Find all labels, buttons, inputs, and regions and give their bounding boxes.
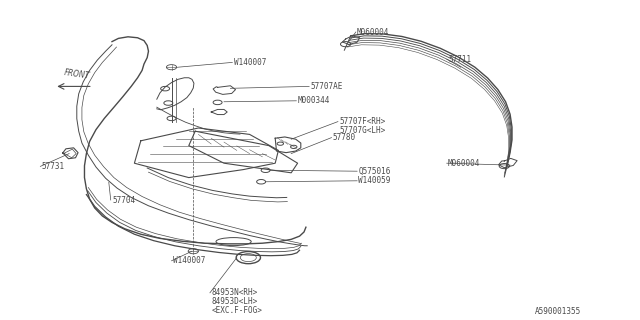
Text: FRONT: FRONT: [63, 68, 90, 81]
Text: 57731: 57731: [42, 162, 65, 171]
Text: A590001355: A590001355: [534, 308, 580, 316]
Text: W140007: W140007: [234, 58, 266, 67]
Text: 57707G<LH>: 57707G<LH>: [339, 126, 385, 135]
Text: W140059: W140059: [358, 176, 391, 185]
Text: M060004: M060004: [448, 159, 481, 168]
Text: 84953N<RH>: 84953N<RH>: [211, 288, 257, 297]
Text: 57707F<RH>: 57707F<RH>: [339, 117, 385, 126]
Text: 57707AE: 57707AE: [310, 82, 343, 91]
Text: <EXC.F-FOG>: <EXC.F-FOG>: [211, 306, 262, 315]
Text: Q575016: Q575016: [358, 167, 391, 176]
Text: 84953D<LH>: 84953D<LH>: [211, 297, 257, 306]
Text: M060004: M060004: [357, 28, 390, 36]
Text: 57704: 57704: [112, 196, 135, 204]
Text: M000344: M000344: [298, 96, 330, 105]
Text: 57711: 57711: [448, 55, 471, 64]
Text: 57780: 57780: [333, 133, 356, 142]
Text: W140007: W140007: [173, 256, 205, 265]
